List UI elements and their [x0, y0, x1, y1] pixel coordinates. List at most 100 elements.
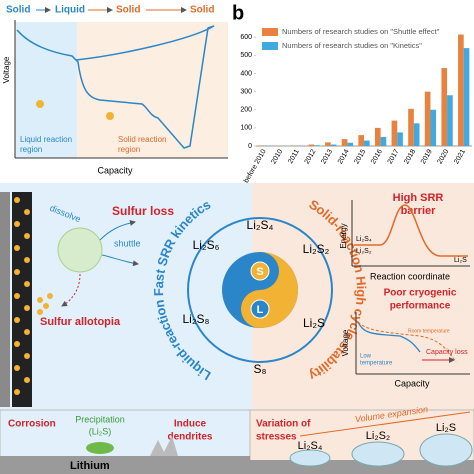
bar	[314, 145, 320, 146]
barrier-species: Li₂S₄	[356, 236, 372, 243]
bar	[341, 139, 348, 146]
curve-label: Capacity loss	[426, 349, 468, 356]
particle	[351, 441, 405, 467]
panel-a: Solid Liquid Solid Solid Voltage Liquid …	[2, 5, 228, 175]
x-tick-label: 2020	[437, 148, 451, 165]
sulfur-allotopia: Sulfur allotopia	[40, 316, 121, 328]
x-tick-label: 2018	[403, 148, 417, 165]
corrosion: Corrosion	[8, 419, 56, 430]
solid-bg	[77, 22, 228, 158]
polysulfide-cloud	[57, 227, 103, 273]
region-label: Liquid reaction	[20, 135, 72, 144]
panel-label: b	[232, 2, 244, 24]
bar	[408, 108, 414, 146]
legend-swatch	[262, 42, 278, 50]
dendrites: dendrites	[167, 432, 212, 443]
phase: Solid	[6, 5, 30, 16]
bar	[380, 136, 387, 146]
cycle-ring	[187, 217, 333, 363]
species: Li₂S₈	[183, 312, 210, 326]
axis-label: Reaction coordinate	[370, 271, 450, 281]
y-tick-label: 200	[240, 107, 252, 114]
bar	[347, 142, 354, 146]
lithium-label: Lithium	[70, 460, 110, 472]
x-tick-label: before 2010	[243, 148, 268, 184]
sulfur-icon	[36, 100, 44, 108]
cryo-title: Poor cryogenic	[384, 288, 457, 299]
bar	[364, 140, 370, 146]
s-dot	[250, 261, 270, 281]
voltage-curve	[16, 25, 215, 149]
diagram: dissolve Sulfur loss shuttle Sulfur allo…	[0, 183, 474, 474]
bar	[424, 91, 431, 146]
precipitation: (Li₂S)	[89, 426, 112, 436]
legend-label: Numbers of research studies on "Kinetics…	[282, 41, 422, 50]
sulfur-dots	[14, 197, 53, 395]
curve-label: Low	[360, 354, 372, 360]
lithium-bar	[0, 456, 250, 474]
barrier-title: High SRR	[393, 192, 444, 204]
species: Li₂S₄	[247, 218, 274, 232]
y-tick-label: 600	[240, 34, 252, 41]
dendrite	[150, 436, 178, 456]
bar	[458, 34, 464, 146]
li2s-deposit	[86, 442, 114, 454]
bar	[291, 145, 298, 146]
bar	[447, 95, 453, 146]
liquid-bg	[15, 22, 77, 158]
center-l: L	[257, 304, 264, 316]
liquid-panel	[0, 183, 252, 410]
y-tick-label: 0	[248, 143, 252, 150]
cryo-title: performance	[390, 301, 451, 312]
axis-label: Capacity	[394, 378, 430, 388]
particle	[289, 449, 331, 467]
y-tick-label: 500	[240, 52, 252, 59]
species: Li₂S₂	[303, 242, 330, 256]
bar	[430, 109, 437, 146]
x-tick-label: 2010	[270, 148, 284, 165]
sulfur-loss: Sulfur loss	[112, 204, 174, 218]
volume-species: Li₂S₄	[298, 440, 323, 452]
arrow	[101, 254, 139, 267]
energy-curve	[354, 204, 468, 257]
bar	[413, 123, 420, 146]
axis-label: Energy	[339, 223, 348, 248]
x-tick-label: 2013	[320, 148, 334, 165]
region-label: Solid reaction	[118, 135, 166, 144]
curve-label: Room temperature	[408, 328, 450, 334]
bar	[463, 48, 470, 146]
phase: Solid	[116, 5, 140, 16]
curve-label: temperature	[360, 361, 393, 367]
y-tick-label: 100	[240, 125, 252, 132]
legend-swatch	[262, 28, 278, 36]
species: Li₂S	[303, 316, 325, 330]
bar	[325, 142, 331, 146]
arrow	[99, 220, 136, 241]
x-tick-label: 2014	[337, 148, 351, 165]
bar	[391, 120, 398, 146]
phase: Solid	[190, 5, 214, 16]
x-tick-label: 2012	[304, 148, 318, 165]
current-collector	[0, 192, 10, 407]
species: Li₂S₆	[193, 238, 220, 252]
phase: Liquid	[55, 5, 85, 16]
bar	[358, 135, 364, 146]
barrier-title: barrier	[401, 205, 437, 217]
center-s: S	[256, 266, 263, 278]
expansion-line	[299, 411, 471, 437]
bar	[374, 127, 381, 146]
region-label: region	[20, 145, 42, 154]
legend-label: Numbers of research studies on "Shuttle …	[282, 27, 440, 36]
room-temp-curve	[357, 321, 457, 363]
barrier-species: Li₂S	[454, 257, 467, 264]
volume-species: Li₂S	[436, 422, 456, 434]
sulfur-icon	[106, 112, 114, 120]
bar	[258, 145, 265, 146]
bar	[308, 144, 315, 146]
l-dot	[250, 299, 270, 319]
x-tick-label: 2021	[453, 148, 467, 165]
x-tick-label: 2019	[420, 148, 434, 165]
dendrites: Induce	[174, 419, 207, 430]
x-tick-label: 2011	[287, 148, 301, 165]
